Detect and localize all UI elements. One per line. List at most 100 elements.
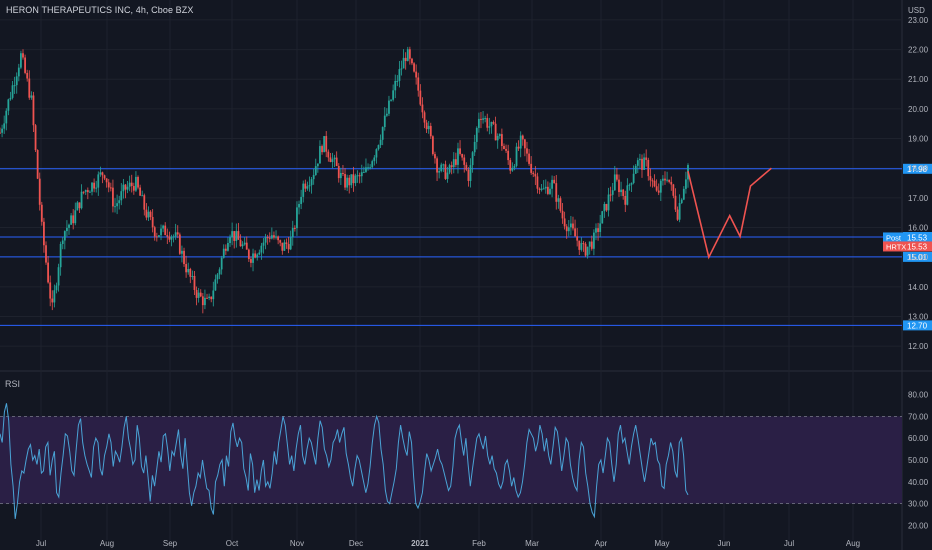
candle-body [222,248,225,258]
candle-body [586,246,589,256]
candle-body [78,202,81,209]
candle-body [112,187,114,207]
candle-body [503,145,505,150]
candle-body [99,172,102,175]
price-tick-label: 19.00 [908,135,929,144]
candle-body [553,179,556,184]
candle-body [486,118,489,128]
candle-body [183,250,185,265]
candle-body [423,112,426,123]
candle-body [170,236,173,240]
price-tag-name: Post [886,233,902,242]
candle-body [135,176,137,191]
candle-body [151,217,154,228]
candle-body [538,188,541,190]
candle-body [289,237,292,250]
candle-body [296,207,298,229]
time-tick-label: Jun [718,539,731,548]
time-tick-label: Nov [290,539,304,548]
candle-body [565,226,568,232]
candle-body [153,227,156,237]
candle-body [659,180,662,193]
candle-body [611,190,614,195]
candle-body [210,296,213,300]
candle-body [277,236,280,241]
candle-body [682,188,685,200]
candle-body [40,204,43,222]
candle-body [377,145,380,150]
symbol-title[interactable]: HERON THERAPEUTICS INC, 4h, Cboe BZX [6,5,194,15]
candle-body [592,232,595,249]
candle-body [398,69,401,81]
candle-body [212,290,215,300]
candle-body [55,285,58,291]
candle-body [388,100,390,114]
candle-body [229,237,231,243]
rsi-axis[interactable]: 80.00 70.00 60.00 50.00 40.00 30.00 20.00 [908,391,929,531]
time-axis[interactable]: Jul Aug Sep Oct Nov Dec 2021 Feb Mar Apr May Jun Jul… [36,539,860,548]
candle-body [371,161,374,168]
currency-label: USD [908,6,925,15]
candle-body [310,179,313,186]
rsi-tick-label: 20.00 [908,521,929,530]
price-tick-label: 15.00 [908,253,929,262]
candle-body [624,195,627,205]
candle-body [440,164,443,172]
candle-body [109,187,112,189]
candle-body [515,146,518,166]
candle-body [216,274,219,280]
candle-body [143,195,146,210]
candle-body [214,279,217,291]
candle-body [118,200,121,204]
candle-body [107,182,110,188]
candle-body [11,85,14,98]
time-tick-label: Jul [36,539,46,548]
candle-body [411,58,413,64]
candle-body [526,148,528,154]
rsi-indicator-label[interactable]: RSI [5,379,21,389]
projection-line [687,167,772,260]
candle-body [375,149,378,158]
candle-body [124,184,127,190]
candle-body [628,184,631,186]
candle-body [258,252,261,255]
candle-body [490,121,493,127]
candle-body [463,157,466,165]
candle-body [467,169,470,181]
candle-body [459,148,461,154]
candle-body [181,250,183,254]
candle-body [417,77,420,91]
candle-body [30,95,33,98]
candle-body [536,176,539,189]
candle-body [561,210,564,219]
candle-body [615,174,618,180]
level-label: 17.98 [907,165,928,174]
candle-body [350,174,353,186]
candle-body [38,178,41,205]
candle-body [293,227,296,229]
candle-body [360,172,363,177]
candle-body [201,296,204,306]
candle-body [28,78,31,98]
time-tick-label: Sep [163,539,178,548]
rsi-tick-label: 70.00 [908,412,929,421]
time-tick-label: Dec [349,539,363,548]
candle-body [645,157,648,160]
candle-body [563,218,566,227]
candle-body [9,97,12,100]
candle-body [342,172,344,175]
candle-body [475,127,478,142]
candle-body [91,182,93,192]
candle-body [185,264,188,273]
time-tick-label: Oct [226,539,239,548]
time-tick-label: May [654,539,669,548]
candle-body [632,173,635,183]
candle-body [567,227,570,232]
candle-body [97,174,100,188]
price-axis[interactable]: 23.00 22.00 21.00 20.00 19.00 18.00 17.00 16.00… [908,16,929,351]
candle-body [643,157,645,170]
price-tick-label: 23.00 [908,16,929,25]
candle-body [149,211,152,218]
